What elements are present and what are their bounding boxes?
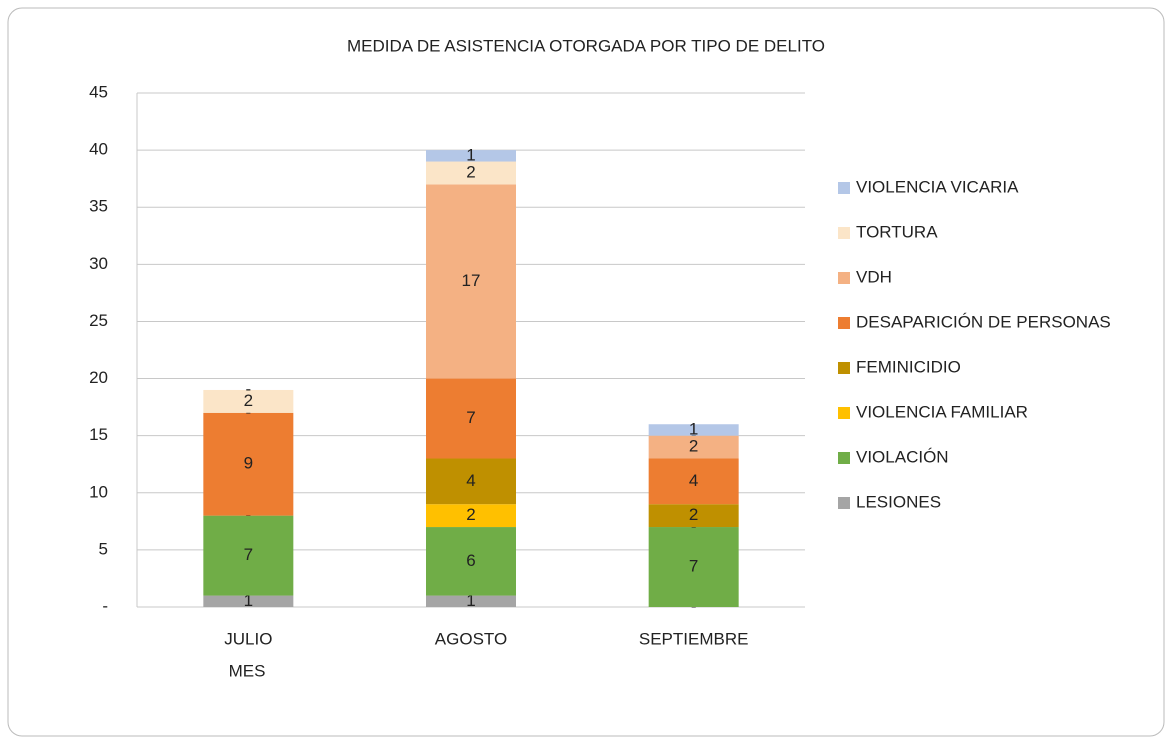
legend-label: FEMINICIDIO	[856, 357, 961, 376]
data-label: 4	[689, 471, 698, 490]
bar-segment	[426, 595, 516, 607]
legend-label: VIOLACIÓN	[856, 447, 949, 466]
data-label: 7	[689, 557, 698, 576]
data-label: 2	[244, 391, 253, 410]
legend-swatch	[838, 407, 850, 419]
bar-segment	[203, 515, 294, 596]
bar-segment	[203, 595, 294, 607]
bar-segment	[426, 458, 516, 505]
data-label: 4	[466, 471, 475, 490]
data-label: 1	[689, 419, 698, 438]
data-label: 17	[462, 271, 481, 290]
legend-label: DESAPARICIÓN DE PERSONAS	[856, 312, 1111, 331]
legend-label: VDH	[856, 267, 892, 286]
data-label: 7	[466, 408, 475, 427]
legend-swatch	[838, 182, 850, 194]
legend-label: VIOLENCIA VICARIA	[856, 177, 1019, 196]
y-tick-label: 5	[99, 539, 108, 558]
bar-segment	[426, 378, 516, 459]
x-tick-label: AGOSTO	[435, 629, 507, 648]
data-label: 9	[244, 454, 253, 473]
data-label: -	[245, 379, 251, 398]
x-axis-label: MES	[229, 661, 266, 680]
bar-segment	[648, 458, 739, 505]
y-tick-label: 30	[89, 254, 108, 273]
bar-segment	[426, 527, 516, 596]
y-tick-label: 35	[89, 197, 108, 216]
legend-swatch	[838, 317, 850, 329]
bar-segment	[203, 412, 294, 516]
data-label: 2	[466, 162, 475, 181]
y-tick-label: 10	[89, 482, 108, 501]
y-tick-label: 25	[89, 311, 108, 330]
data-label: 1	[466, 591, 475, 610]
y-tick-label: 40	[89, 140, 108, 159]
legend-swatch	[838, 497, 850, 509]
y-tick-label: 20	[89, 368, 108, 387]
bar-segment	[648, 527, 739, 607]
data-label: 1	[466, 145, 475, 164]
data-label: 1	[244, 591, 253, 610]
bar-segment	[426, 184, 516, 379]
legend-swatch	[838, 272, 850, 284]
bar-segment	[426, 161, 516, 185]
legend-label: TORTURA	[856, 222, 938, 241]
y-tick-label: 15	[89, 425, 108, 444]
legend-swatch	[838, 452, 850, 464]
legend-label: LESIONES	[856, 492, 941, 511]
x-tick-label: JULIO	[224, 629, 272, 648]
chart-frame	[7, 7, 1165, 737]
legend-swatch	[838, 362, 850, 374]
bar-segment	[426, 150, 516, 162]
data-label: 2	[689, 437, 698, 456]
data-label: 2	[689, 505, 698, 524]
bar-segment	[648, 504, 739, 528]
y-tick-label: -	[102, 596, 108, 615]
y-tick-label: 45	[89, 82, 108, 101]
data-label: 6	[466, 551, 475, 570]
bar-segment	[426, 504, 516, 528]
legend-label: VIOLENCIA FAMILIAR	[856, 402, 1028, 421]
data-label: 7	[244, 545, 253, 564]
data-label: 2	[466, 505, 475, 524]
bar-segment	[203, 389, 294, 413]
chart-title: MEDIDA DE ASISTENCIA OTORGADA POR TIPO D…	[347, 36, 825, 55]
legend-swatch	[838, 227, 850, 239]
bar-segment	[648, 424, 739, 436]
x-tick-label: SEPTIEMBRE	[639, 629, 749, 648]
bar-segment	[648, 435, 739, 459]
